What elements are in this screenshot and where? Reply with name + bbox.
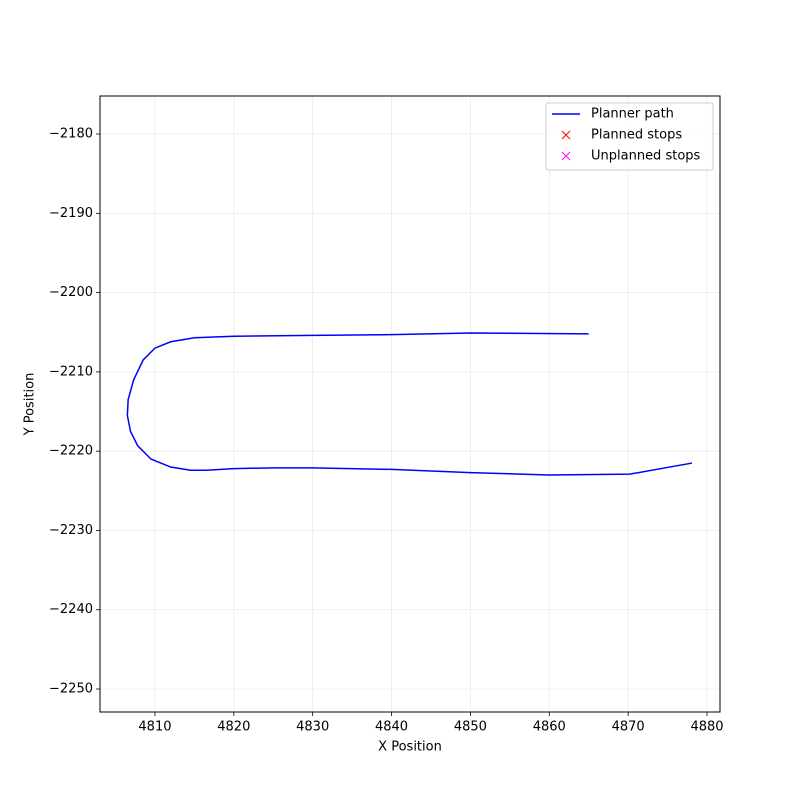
x-tick-label: 4860 — [533, 720, 566, 735]
x-tick-label: 4830 — [296, 720, 329, 735]
y-tick-label: −2210 — [49, 364, 93, 379]
x-tick-label: 4840 — [375, 720, 408, 735]
legend-box — [545, 102, 714, 171]
plot-area — [126, 332, 693, 476]
legend-label: Planned stops — [591, 128, 682, 143]
y-tick-label: −2230 — [49, 523, 93, 538]
y-tick-label: −2220 — [49, 444, 93, 459]
legend: Planner path Planned stops Unplanned stops — [545, 102, 714, 171]
y-tick-label: −2200 — [49, 285, 93, 300]
x-axis-label: X Position — [378, 740, 442, 755]
x-tick-label: 4820 — [217, 720, 250, 735]
y-tick-label: −2180 — [49, 127, 93, 142]
legend-label: Planner path — [591, 107, 674, 122]
x-marker-stroke — [561, 130, 571, 140]
y-tick-label: −2190 — [49, 206, 93, 221]
x-tick-label: 4870 — [612, 720, 645, 735]
x-tick-label: 4850 — [454, 720, 487, 735]
legend-swatch — [561, 151, 571, 161]
y-tick-label: −2240 — [49, 602, 93, 617]
legend-label: Unplanned stops — [591, 149, 701, 164]
legend-swatch — [561, 130, 571, 140]
y-axis-label: Y Position — [23, 373, 38, 437]
line — [126, 332, 693, 476]
x-marker-stroke — [561, 151, 571, 161]
x-tick-label: 4810 — [138, 720, 171, 735]
x-tick-label: 4880 — [690, 720, 723, 735]
grid — [100, 96, 720, 712]
axes-frame — [99, 95, 721, 713]
y-tick-label: −2250 — [49, 682, 93, 697]
